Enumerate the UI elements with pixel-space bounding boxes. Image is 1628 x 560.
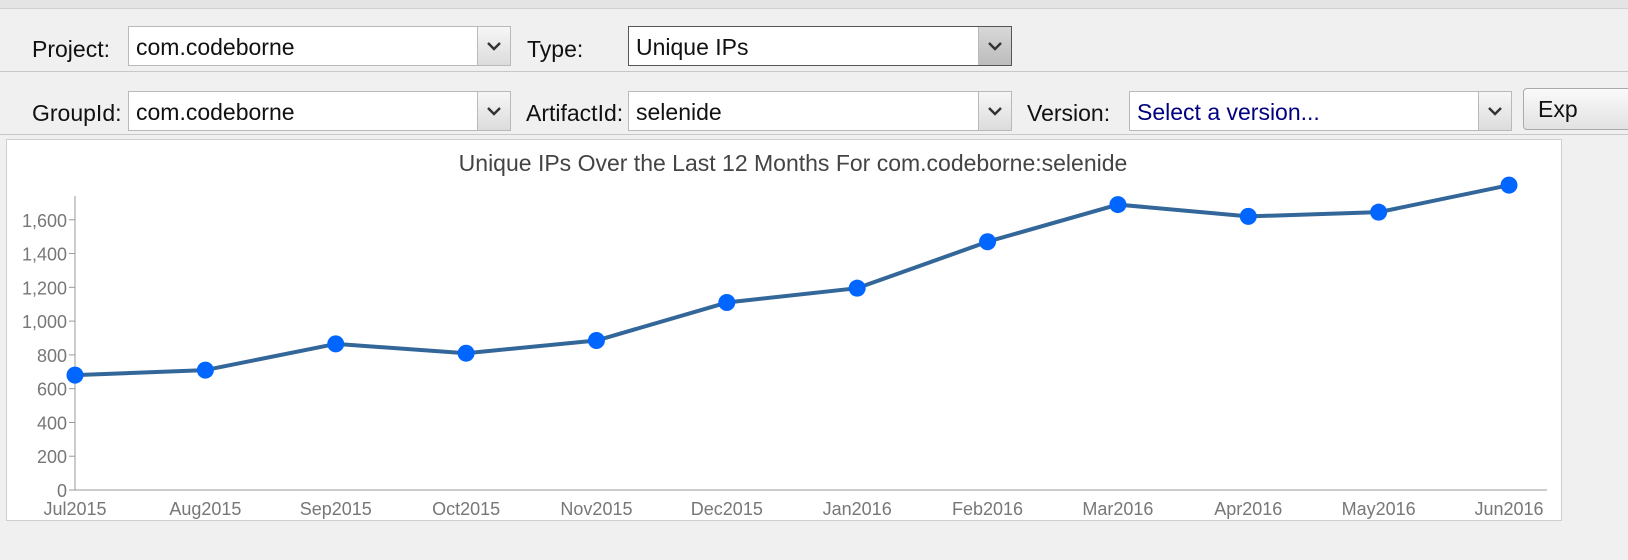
chevron-down-icon[interactable]: [477, 27, 510, 65]
filter-row-project: Project: com.codeborne Type: Unique IPs: [0, 9, 1628, 72]
chevron-down-icon[interactable]: [1478, 92, 1511, 130]
y-tick-label: 400: [37, 413, 67, 433]
chevron-down-icon[interactable]: [477, 92, 510, 130]
x-tick-label: Mar2016: [1082, 499, 1153, 519]
project-select-value: com.codeborne: [136, 34, 295, 60]
data-point[interactable]: [457, 344, 475, 362]
x-tick-label: May2016: [1342, 499, 1416, 519]
x-tick-label: Jul2015: [43, 499, 106, 519]
type-select-value: Unique IPs: [636, 34, 749, 60]
project-label: Project:: [32, 36, 110, 62]
groupid-select-value: com.codeborne: [136, 99, 295, 125]
x-tick-label: Jun2016: [1474, 499, 1543, 519]
line-chart: Unique IPs Over the Last 12 Months For c…: [22, 150, 1547, 519]
filter-row-artifact: GroupId: com.codeborne ArtifactId: selen…: [0, 72, 1628, 135]
type-label: Type:: [527, 36, 584, 62]
export-button-label: Exp: [1538, 96, 1578, 122]
x-tick-label: Aug2015: [169, 499, 241, 519]
x-tick-label: Nov2015: [560, 499, 632, 519]
data-point[interactable]: [1109, 196, 1127, 214]
artifactid-select[interactable]: selenide: [628, 91, 1012, 131]
y-tick-label: 600: [37, 380, 67, 400]
x-tick-label: Oct2015: [432, 499, 500, 519]
data-point[interactable]: [718, 294, 736, 312]
y-axis-ticks: 0 200 400 600 800 1,000 1,200 1,400 1,600: [22, 211, 75, 501]
x-tick-label: Apr2016: [1214, 499, 1282, 519]
data-point[interactable]: [327, 335, 345, 353]
data-point[interactable]: [587, 332, 605, 350]
data-point[interactable]: [1370, 203, 1388, 221]
y-tick-label: 1,000: [22, 312, 67, 332]
data-point[interactable]: [196, 361, 214, 379]
data-point[interactable]: [66, 366, 84, 384]
chart-panel: Unique IPs Over the Last 12 Months For c…: [0, 137, 1628, 560]
x-axis-ticks: Jul2015 Aug2015 Sep2015 Oct2015 Nov2015 Dec20…: [43, 499, 1543, 519]
data-point[interactable]: [848, 279, 866, 297]
x-tick-label: Feb2016: [952, 499, 1023, 519]
chevron-down-icon[interactable]: [978, 92, 1011, 130]
chart-series: [66, 176, 1518, 384]
chevron-down-icon[interactable]: [978, 27, 1011, 65]
chart-title: Unique IPs Over the Last 12 Months For c…: [459, 150, 1128, 176]
groupid-label: GroupId:: [32, 100, 122, 126]
type-select[interactable]: Unique IPs: [628, 26, 1012, 66]
y-tick-label: 1,600: [22, 211, 67, 231]
series-line: [74, 183, 1510, 378]
chart-axes: [74, 196, 1547, 491]
top-strip: [0, 0, 1628, 9]
groupid-select[interactable]: com.codeborne: [128, 91, 511, 131]
version-select[interactable]: Select a version...: [1129, 91, 1512, 131]
y-tick-label: 1,400: [22, 245, 67, 265]
y-tick-label: 200: [37, 447, 67, 467]
version-label: Version:: [1027, 100, 1111, 126]
x-tick-label: Jan2016: [823, 499, 892, 519]
data-point[interactable]: [1239, 207, 1257, 225]
y-tick-label: 0: [57, 481, 67, 501]
artifactid-label: ArtifactId:: [526, 100, 624, 126]
artifactid-select-value: selenide: [636, 99, 722, 125]
data-point[interactable]: [1500, 176, 1518, 194]
y-tick-label: 800: [37, 346, 67, 366]
data-point[interactable]: [979, 233, 997, 251]
project-select[interactable]: com.codeborne: [128, 26, 511, 66]
chart-container: Unique IPs Over the Last 12 Months For c…: [6, 139, 1562, 521]
x-tick-label: Dec2015: [691, 499, 763, 519]
x-tick-label: Sep2015: [300, 499, 372, 519]
y-tick-label: 1,200: [22, 278, 67, 298]
export-button[interactable]: Exp: [1523, 88, 1628, 130]
version-select-placeholder: Select a version...: [1137, 99, 1320, 125]
